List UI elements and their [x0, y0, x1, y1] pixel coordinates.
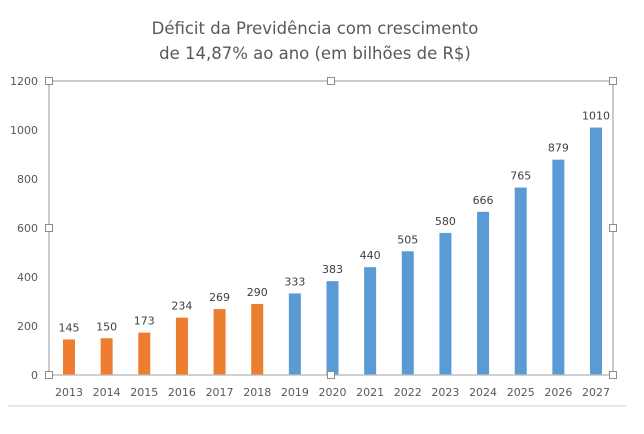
bar-2023[interactable] [439, 232, 452, 375]
chart-title: Déficit da Previdência com crescimento d… [0, 16, 630, 66]
bar-2025[interactable] [514, 187, 527, 375]
data-label: 145 [59, 321, 80, 334]
x-tick-label: 2018 [243, 386, 271, 399]
x-tick-label: 2015 [130, 386, 158, 399]
data-label: 580 [435, 215, 456, 228]
resize-handle[interactable] [327, 77, 335, 85]
y-tick-label: 200 [17, 320, 38, 333]
x-tick-label: 2017 [206, 386, 234, 399]
x-tick-label: 2025 [507, 386, 535, 399]
x-tick-label: 2027 [582, 386, 610, 399]
bar-2019[interactable] [288, 293, 301, 375]
resize-handle[interactable] [327, 371, 335, 379]
resize-handle[interactable] [609, 77, 617, 85]
resize-handle[interactable] [609, 224, 617, 232]
bar-2015[interactable] [138, 332, 151, 375]
y-tick-label: 600 [17, 222, 38, 235]
bar-2016[interactable] [175, 317, 188, 375]
data-label: 383 [322, 263, 343, 276]
bar-2022[interactable] [401, 251, 414, 375]
data-label: 765 [510, 170, 531, 183]
data-label: 173 [134, 315, 155, 328]
bar-2026[interactable] [552, 159, 565, 375]
x-tick-label: 2014 [93, 386, 121, 399]
bar-2018[interactable] [251, 303, 264, 375]
chart-title-line-1: Déficit da Previdência com crescimento [151, 19, 479, 38]
x-tick-label: 2013 [55, 386, 83, 399]
resize-handle[interactable] [45, 77, 53, 85]
data-label: 1010 [582, 110, 610, 123]
bar-2014[interactable] [100, 338, 113, 375]
x-tick-label: 2019 [281, 386, 309, 399]
x-tick-label: 2022 [394, 386, 422, 399]
y-tick-label: 1000 [10, 124, 38, 137]
bar-2021[interactable] [364, 267, 377, 375]
data-label: 234 [171, 300, 192, 313]
x-tick-label: 2023 [431, 386, 459, 399]
data-label: 269 [209, 291, 230, 304]
bar-2013[interactable] [63, 339, 75, 375]
data-label: 440 [360, 249, 381, 262]
resize-handle[interactable] [45, 224, 53, 232]
data-label: 290 [247, 286, 268, 299]
resize-handle[interactable] [609, 371, 617, 379]
x-tick-label: 2024 [469, 386, 497, 399]
data-label: 150 [96, 320, 117, 333]
bar-2017[interactable] [213, 309, 226, 375]
chart-title-line-2: de 14,87% ao ano (em bilhões de R$) [159, 44, 471, 63]
bar-2020[interactable] [326, 281, 339, 375]
y-tick-label: 0 [31, 369, 38, 382]
data-label: 333 [284, 275, 305, 288]
y-tick-label: 1200 [10, 75, 38, 88]
x-tick-label: 2016 [168, 386, 196, 399]
x-tick-label: 2021 [356, 386, 384, 399]
x-tick-label: 2020 [319, 386, 347, 399]
resize-handle[interactable] [45, 371, 53, 379]
data-label: 505 [397, 233, 418, 246]
x-tick-label: 2026 [544, 386, 572, 399]
data-label: 666 [473, 194, 494, 207]
bar-2024[interactable] [477, 211, 490, 375]
y-tick-label: 800 [17, 173, 38, 186]
y-tick-label: 400 [17, 271, 38, 284]
data-label: 879 [548, 142, 569, 155]
bar-2027[interactable] [590, 127, 602, 375]
